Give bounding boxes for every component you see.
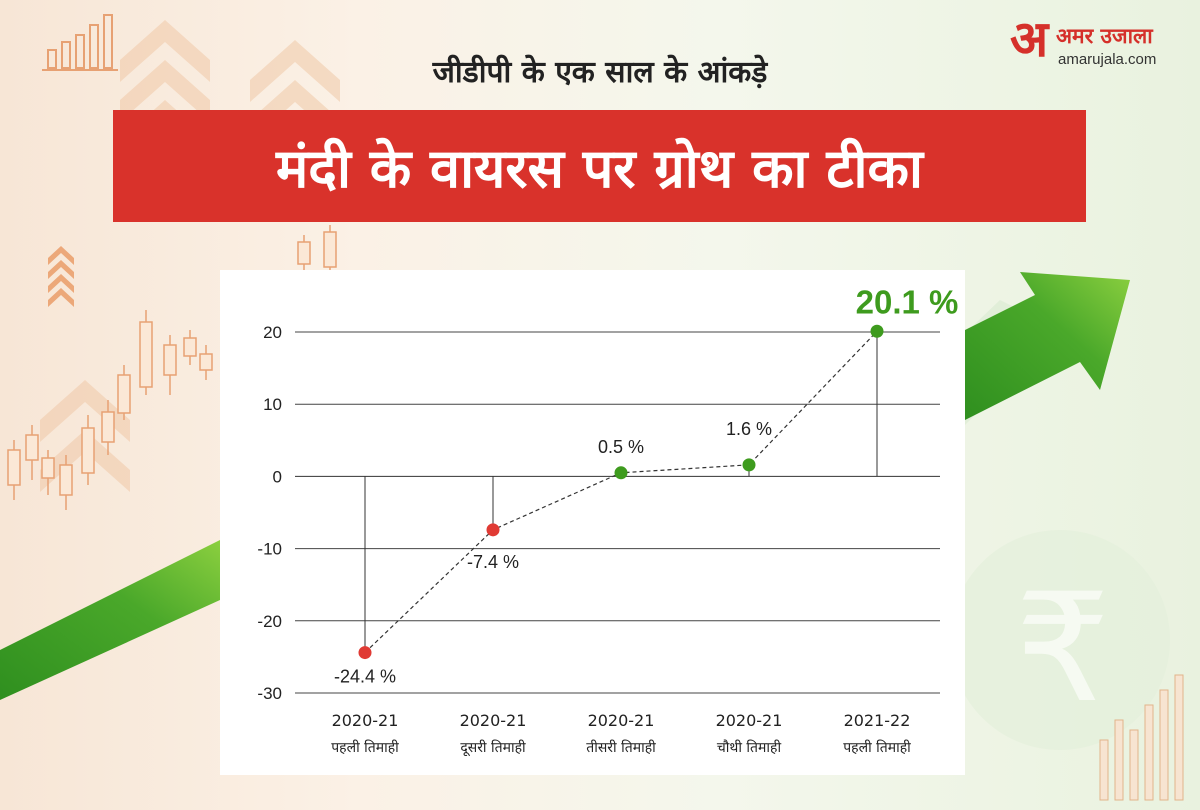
brand-logo[interactable]: अ अमर उजाला amarujala.com [1010,14,1185,73]
arrow-tail [0,540,220,700]
data-label: -7.4 % [467,552,519,572]
x-tick-label: 2020-21 [460,711,527,730]
x-tick-label: 2020-21 [332,711,399,730]
data-point [870,324,884,338]
headline-banner: मंदी के वायरस पर ग्रोथ का टीका [113,110,1086,222]
y-tick-label: -30 [257,684,282,703]
x-tick-label: दूसरी तिमाही [460,739,526,757]
x-tick-label: 2020-21 [588,711,655,730]
logo-site: amarujala.com [1058,51,1157,68]
rupee-icon: ₹ [950,530,1170,750]
arrow-head [965,272,1130,420]
data-label: -24.4 % [334,667,396,687]
y-tick-label: 0 [273,467,282,486]
subtitle: जीडीपी के एक साल के आंकड़े [432,55,768,90]
x-tick-label: तीसरी तिमाही [586,739,656,756]
bar-chart-icon [42,14,118,71]
y-tick-label: 10 [263,395,282,414]
chart-card: 20 10 0 -10 -20 -30 -24.4 % -7.4 % 0.5 % 1.6 % 20.… [220,270,965,775]
data-point [742,458,756,472]
x-tick-label: 2020-21 [716,711,783,730]
headline: मंदी के वायरस पर ग्रोथ का टीका [276,137,923,200]
small-chevron-decoration [48,246,74,307]
y-tick-label: -10 [257,540,282,559]
data-label: 0.5 % [598,437,644,457]
y-tick-label: -20 [257,612,282,631]
data-point [358,646,372,660]
small-bars-decoration [1099,674,1184,801]
logo-mark: अ [1010,9,1049,68]
x-tick-label: 2021-22 [844,711,911,730]
y-tick-label: 20 [263,323,282,342]
gdp-line-chart: 20 10 0 -10 -20 -30 -24.4 % -7.4 % 0.5 % 1.6 % 20.… [257,283,959,757]
logo-name: अमर उजाला [1056,24,1153,48]
data-label: 20.1 % [856,283,959,320]
x-tick-label: पहली तिमाही [331,739,399,756]
x-tick-label: पहली तिमाही [843,739,911,756]
series-line [364,330,878,654]
data-point [486,523,500,537]
data-point [614,466,628,480]
svg-text:₹: ₹ [1015,562,1110,736]
x-tick-label: चौथी तिमाही [717,739,782,756]
data-label: 1.6 % [726,419,772,439]
